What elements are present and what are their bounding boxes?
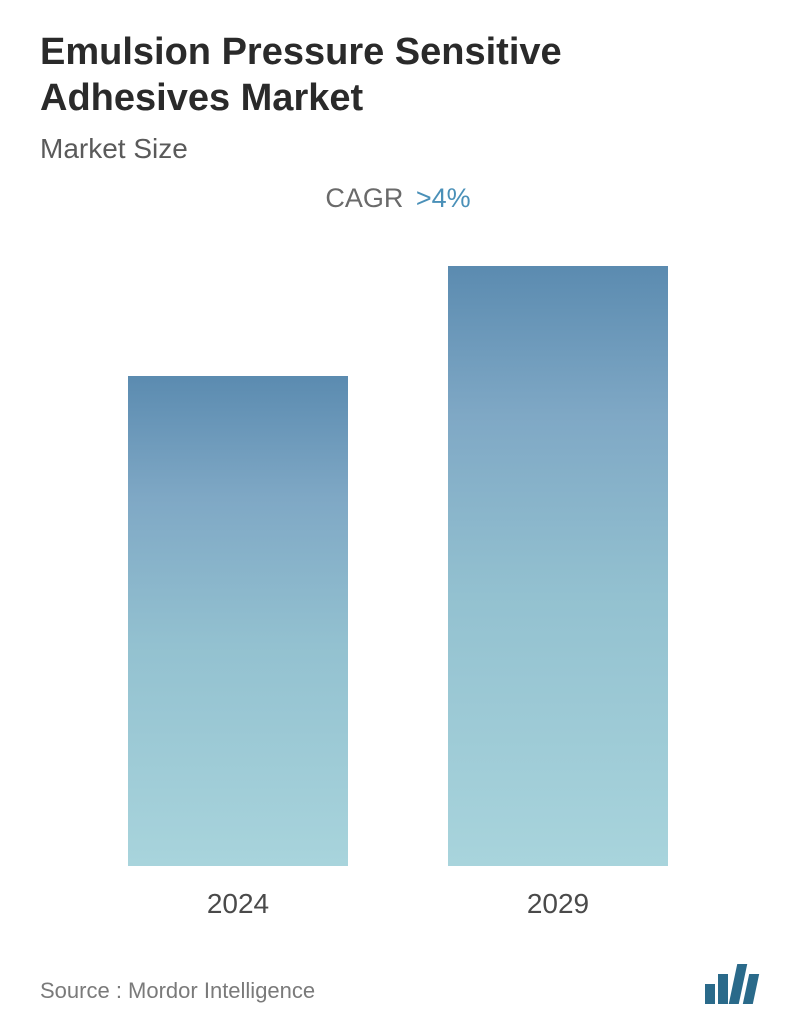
logo-bar-4 [743,974,759,1004]
logo-icon [705,964,756,1004]
bar-label-1: 2029 [527,888,589,920]
bar-0 [128,376,348,866]
chart-subtitle: Market Size [40,133,756,165]
footer: Source : Mordor Intelligence [40,940,756,1014]
cagr-label: CAGR [325,183,403,213]
bar-group-0: 2024 [128,376,348,920]
cagr-value: >4% [416,183,471,213]
bar-1 [448,266,668,866]
cagr-row: CAGR >4% [40,183,756,214]
logo-bar-2 [718,974,728,1004]
bar-group-1: 2029 [448,266,668,920]
chart-area: 2024 2029 [40,254,756,940]
source-text: Source : Mordor Intelligence [40,978,315,1004]
chart-container: Emulsion Pressure Sensitive Adhesives Ma… [0,0,796,1034]
chart-title: Emulsion Pressure Sensitive Adhesives Ma… [40,30,756,121]
bar-label-0: 2024 [207,888,269,920]
logo-bar-1 [705,984,715,1004]
